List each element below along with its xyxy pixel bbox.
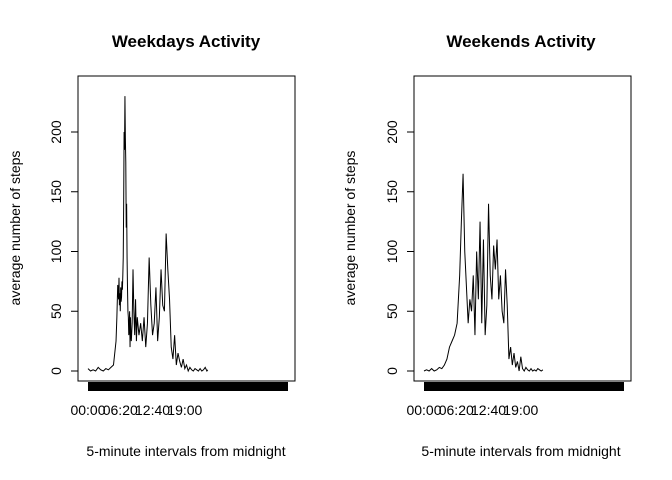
rug-bar xyxy=(424,382,624,391)
y-tick-label: 100 xyxy=(48,240,64,264)
x-tick-label: 12:40 xyxy=(471,402,506,418)
y-tick-label: 150 xyxy=(384,180,400,204)
rug-bar xyxy=(88,382,288,391)
x-tick-label: 00:00 xyxy=(406,402,441,418)
chart-title: Weekends Activity xyxy=(446,32,596,51)
y-tick-label: 200 xyxy=(384,120,400,144)
y-tick-label: 50 xyxy=(384,303,400,319)
y-tick-label: 0 xyxy=(48,367,64,375)
x-axis-label: 5-minute intervals from midnight xyxy=(421,443,620,459)
y-tick-label: 100 xyxy=(384,240,400,264)
series-line xyxy=(87,96,209,373)
y-tick-label: 50 xyxy=(48,303,64,319)
y-tick-label: 200 xyxy=(48,120,64,144)
plot-frame xyxy=(77,75,296,382)
chart-title: Weekdays Activity xyxy=(112,32,261,51)
panel-weekdays: Weekdays Activity 0 50 100 150 200 00:0006:2… xyxy=(7,32,296,459)
x-axis-label: 5-minute intervals from midnight xyxy=(86,443,285,459)
x-tick-label: 00:00 xyxy=(70,402,105,418)
y-axis: 0 50 100 150 200 xyxy=(384,120,414,375)
x-tick-label: 12:40 xyxy=(135,402,170,418)
x-tick-label: 19:00 xyxy=(167,402,202,418)
y-tick-label: 150 xyxy=(48,180,64,204)
x-tick-label: 19:00 xyxy=(503,402,538,418)
y-axis: 0 50 100 150 200 xyxy=(48,120,78,375)
y-axis-label: average number of steps xyxy=(342,151,358,306)
y-tick-label: 0 xyxy=(384,367,400,375)
panel-weekends: Weekends Activity 0 50 100 150 200 00:0006:2… xyxy=(342,32,632,459)
x-tick-label: 06:20 xyxy=(103,402,138,418)
y-axis-label: average number of steps xyxy=(7,151,23,306)
plot-frame xyxy=(413,75,632,382)
x-tick-label: 06:20 xyxy=(439,402,474,418)
series-line xyxy=(423,173,544,372)
